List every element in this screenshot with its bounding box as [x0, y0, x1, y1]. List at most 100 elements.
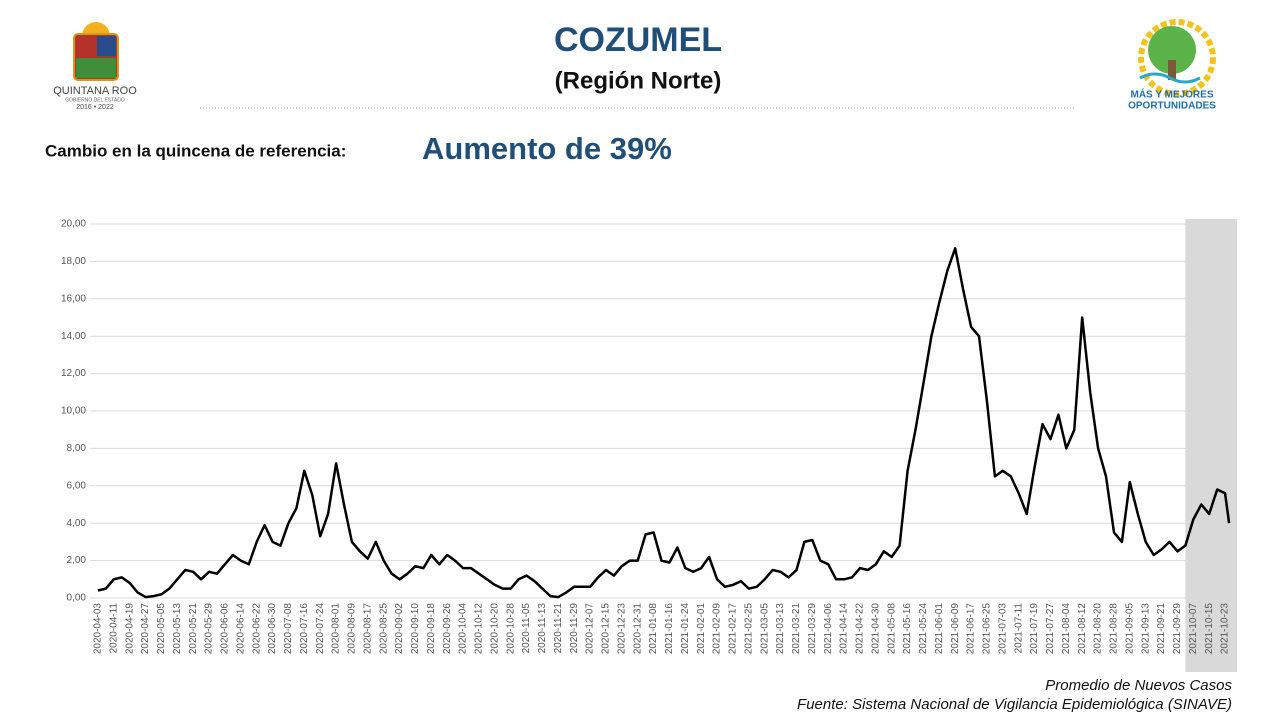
x-tick-label: 2020-09-10 — [410, 603, 421, 655]
plot: 0,00 2,00 4,00 6,00 8,00 10,00 12,00 14,00 16,00… — [61, 219, 1237, 672]
x-tick-label: 2021-04-06 — [823, 603, 834, 655]
change-value: Aumento de 39% — [422, 131, 672, 166]
x-tick-label: 2021-08-12 — [1077, 603, 1088, 655]
x-tick-label: 2021-02-17 — [728, 603, 739, 655]
x-tick-label: 2021-08-04 — [1061, 603, 1072, 655]
x-tick-label: 2021-02-25 — [743, 603, 754, 655]
x-tick-label: 2020-10-12 — [474, 603, 485, 655]
x-tick-label: 2021-02-01 — [696, 603, 707, 655]
x-tick-label: 2021-05-24 — [918, 603, 929, 655]
x-tick-label: 2020-09-18 — [426, 603, 437, 655]
logo-text: MÁS Y MEJORES — [1131, 88, 1214, 101]
x-tick-label: 2021-07-27 — [1045, 603, 1056, 655]
x-tick-label: 2021-08-28 — [1109, 603, 1120, 655]
x-tick-label: 2020-11-21 — [553, 603, 564, 654]
y-tick-label: 14,00 — [61, 331, 86, 342]
x-tick-label: 2021-09-21 — [1156, 603, 1167, 655]
logo-text: GOBIERNO DEL ESTADO — [65, 97, 125, 103]
x-tick-label: 2020-08-25 — [378, 603, 389, 655]
y-tick-label: 12,00 — [61, 368, 86, 379]
x-tick-label: 2021-06-09 — [950, 603, 961, 655]
logo-text: OPORTUNIDADES — [1128, 101, 1216, 112]
x-tick-label: 2020-05-05 — [156, 603, 167, 655]
footer-source: Fuente: Sistema Nacional de Vigilancia E… — [797, 696, 1232, 713]
x-tick-label: 2020-08-09 — [347, 603, 358, 655]
x-tick-label: 2021-07-19 — [1029, 603, 1040, 655]
x-tick-label: 2020-10-20 — [489, 603, 500, 655]
x-tick-label: 2021-07-11 — [1013, 603, 1024, 654]
x-tick-label: 2021-10-15 — [1204, 603, 1215, 655]
x-tick-label: 2021-10-23 — [1220, 603, 1231, 655]
x-tick-label: 2020-07-08 — [283, 603, 294, 655]
x-tick-label: 2020-04-11 — [108, 603, 119, 654]
x-tick-label: 2020-12-23 — [616, 603, 627, 655]
x-tick-label: 2020-06-22 — [251, 603, 262, 655]
x-tick-label: 2021-04-14 — [839, 603, 850, 655]
x-tick-label: 2021-06-01 — [934, 603, 945, 655]
x-tick-label: 2020-10-28 — [505, 603, 516, 655]
x-tick-label: 2020-09-02 — [394, 603, 405, 655]
data-line — [97, 247, 1231, 599]
x-tick-label: 2021-02-09 — [712, 603, 723, 655]
footer-note: Promedio de Nuevos Casos — [1045, 677, 1232, 694]
y-tick-label: 2,00 — [67, 555, 87, 566]
x-tick-label: 2021-03-05 — [759, 603, 770, 655]
y-tick-label: 18,00 — [61, 256, 86, 267]
x-tick-label: 2021-04-30 — [870, 603, 881, 655]
x-tick-label: 2021-03-13 — [775, 603, 786, 655]
x-tick-label: 2021-08-20 — [1093, 603, 1104, 655]
logo-text: QUINTANA ROO — [53, 85, 137, 97]
y-tick-label: 20,00 — [61, 219, 86, 230]
x-tick-label: 2020-06-06 — [220, 603, 231, 655]
x-tick-label: 2020-05-21 — [188, 603, 199, 655]
x-tick-label: 2020-04-19 — [124, 603, 135, 655]
highlight-band — [1185, 219, 1237, 672]
subtitle: (Región Norte) — [555, 67, 722, 94]
y-tick-label: 16,00 — [61, 293, 86, 304]
x-tick-label: 2020-04-27 — [140, 603, 151, 655]
x-tick-label: 2020-11-29 — [569, 603, 580, 654]
x-tick-label: 2020-08-01 — [331, 603, 342, 655]
x-tick-label: 2021-01-16 — [664, 603, 675, 655]
x-tick-label: 2020-10-04 — [458, 603, 469, 655]
x-tick-label: 2020-06-14 — [235, 603, 246, 655]
x-tick-label: 2020-12-15 — [601, 603, 612, 655]
x-tick-label: 2021-09-13 — [1140, 603, 1151, 655]
y-tick-label: 6,00 — [67, 480, 87, 491]
logo-right: MÁS Y MEJORES OPORTUNIDADES — [1128, 19, 1216, 112]
change-label: Cambio en la quincena de referencia: — [45, 141, 346, 160]
x-tick-label: 2021-01-08 — [648, 603, 659, 655]
x-tick-label: 2020-11-13 — [537, 603, 548, 654]
x-tick-label: 2021-06-25 — [982, 603, 993, 655]
x-tick-label: 2020-04-03 — [93, 603, 104, 655]
x-tick-label: 2021-05-16 — [902, 603, 913, 655]
x-tick-label: 2020-09-26 — [442, 603, 453, 655]
x-tick-label: 2020-06-30 — [267, 603, 278, 655]
y-tick-label: 8,00 — [67, 443, 87, 454]
x-tick-label: 2020-12-07 — [585, 603, 596, 655]
x-tick-label: 2020-07-24 — [315, 603, 326, 655]
x-tick-label: 2020-05-13 — [172, 603, 183, 655]
x-tick-label: 2021-07-03 — [997, 603, 1008, 655]
x-tick-label: 2020-07-16 — [299, 603, 310, 655]
x-tick-label: 2021-03-21 — [791, 603, 802, 655]
x-tick-label: 2021-10-07 — [1188, 603, 1199, 655]
x-tick-label: 2020-08-17 — [362, 603, 373, 655]
x-tick-label: 2021-06-17 — [966, 603, 977, 655]
title: COZUMEL — [554, 21, 722, 59]
x-tick-label: 2020-05-29 — [204, 603, 215, 655]
logo-left: QUINTANA ROO GOBIERNO DEL ESTADO 2016 • … — [53, 22, 137, 111]
x-tick-label: 2020-12-31 — [632, 603, 643, 655]
y-tick-label: 4,00 — [67, 518, 87, 529]
x-tick-label: 2021-04-22 — [855, 603, 866, 655]
x-tick-label: 2021-01-24 — [680, 603, 691, 655]
x-tick-label: 2021-09-29 — [1172, 603, 1183, 655]
x-tick-label: 2021-09-05 — [1124, 603, 1135, 655]
x-tick-label: 2021-05-08 — [886, 603, 897, 655]
y-tick-label: 10,00 — [61, 406, 86, 417]
x-tick-label: 2020-11-05 — [521, 603, 532, 654]
x-tick-label: 2021-03-29 — [807, 603, 818, 655]
logo-text: 2016 • 2022 — [76, 104, 114, 111]
y-tick-label: 0,00 — [67, 593, 87, 604]
